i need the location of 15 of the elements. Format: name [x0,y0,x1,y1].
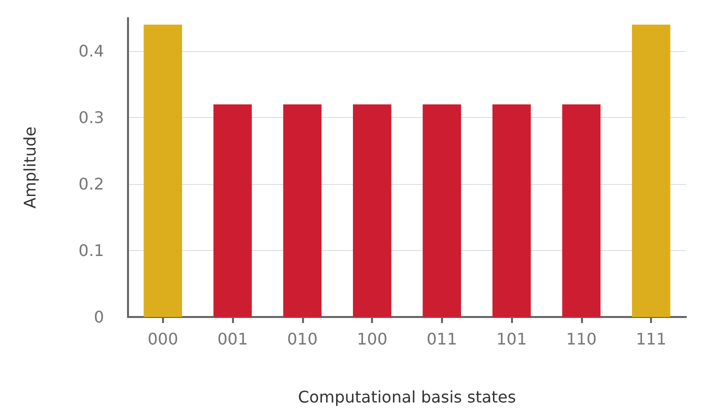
y-tick-label: 0 [94,308,104,326]
x-axis-title: Computational basis states [298,388,516,406]
x-tick-label: 111 [636,330,666,348]
x-tick-label: 011 [426,330,458,348]
x-tick-label: 110 [566,330,597,348]
x-tick-label: 001 [217,330,248,348]
y-axis-title: Amplitude [20,126,40,208]
y-tick-label: 0.1 [78,241,104,260]
x-tick-label: 101 [496,330,527,348]
x-tick-label: 000 [148,330,178,348]
y-tick-label: 0.4 [78,42,104,61]
x-tick-label: 010 [287,330,318,348]
y-tick-label: 0.2 [78,174,104,194]
y-tick-label: 0.3 [78,108,104,128]
x-tick-label: 100 [356,330,388,348]
